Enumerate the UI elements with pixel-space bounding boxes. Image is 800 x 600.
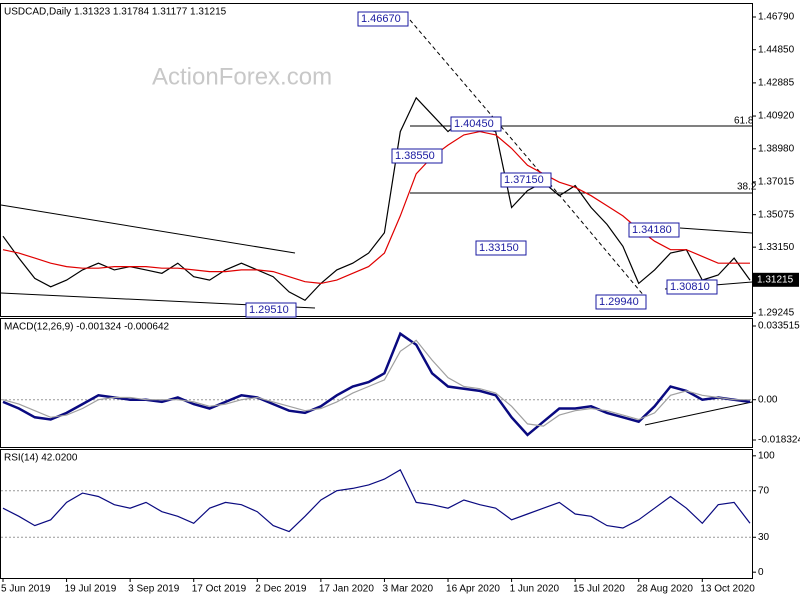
annotation-box [628, 222, 680, 238]
x-tick-label: 28 Aug 2020 [637, 584, 694, 595]
x-tick-label: 13 Oct 2020 [700, 584, 755, 595]
trendline [0, 204, 296, 254]
y-tick-label: 100 [758, 450, 775, 461]
x-tick-label: 3 Sep 2019 [128, 584, 180, 595]
panel-title: USDCAD,Daily 1.31323 1.31784 1.31177 1.3… [4, 7, 227, 18]
annotation-box [475, 240, 527, 256]
annotation: 1.34180 [632, 224, 672, 236]
rsi-panel [0, 449, 753, 579]
x-tick-label: 5 Jun 2019 [1, 584, 51, 595]
annotation-box [500, 172, 552, 188]
annotation: 61.8 [734, 116, 754, 127]
trendline [679, 227, 753, 234]
series-line [2, 468, 751, 533]
annotation: 1.30810 [670, 281, 710, 293]
annotation-box [666, 279, 718, 295]
y-tick-label: 1.46790 [758, 12, 795, 23]
annotation: 1.29510 [249, 304, 289, 316]
y-tick-label: -0.018324 [758, 435, 800, 446]
annotation: 1.46670 [361, 13, 401, 25]
trendline [544, 177, 646, 298]
panel-title: MACD(12,26,9) -0.001324 -0.000642 [4, 322, 170, 333]
annotation: 1.29940 [599, 296, 639, 308]
annotation: 1.40450 [454, 118, 494, 130]
y-tick-label: 0.033515 [758, 321, 800, 332]
x-tick-label: 16 Apr 2020 [446, 584, 500, 595]
annotation-box [595, 294, 647, 310]
price-panel [0, 3, 753, 317]
y-tick-label: 1.38980 [758, 143, 795, 154]
y-tick-label: 1.33150 [758, 242, 795, 253]
x-tick-label: 2 Dec 2019 [255, 584, 307, 595]
y-tick-label: 1.29245 [758, 308, 795, 319]
annotation-box [450, 116, 502, 132]
x-tick-label: 19 Jul 2019 [65, 584, 117, 595]
y-tick-label: 1.42885 [758, 78, 795, 89]
x-tick-label: 1 Jun 2020 [510, 584, 560, 595]
watermark: ActionForex.com [152, 63, 332, 90]
x-tick-label: 17 Oct 2019 [192, 584, 247, 595]
x-tick-label: 15 Jul 2020 [573, 584, 625, 595]
y-tick-label: 1.35075 [758, 209, 795, 220]
annotation: 1.38550 [395, 150, 435, 162]
x-tick-label: 17 Jan 2020 [319, 584, 374, 595]
series-line [2, 130, 750, 285]
y-tick-label: 1.44850 [758, 44, 795, 55]
y-tick-label: 30 [758, 532, 770, 543]
annotation-box [391, 148, 443, 164]
y-tick-label: 1.40920 [758, 111, 795, 122]
series-line [2, 331, 751, 437]
annotation-box [245, 302, 297, 318]
trendline [644, 401, 753, 426]
last-price-tag [753, 272, 799, 287]
annotation: 1.33150 [479, 242, 519, 254]
last-price-label: 1.31215 [757, 274, 794, 285]
series-line [2, 339, 750, 427]
panel-title: RSI(14) 42.0200 [4, 453, 78, 464]
x-tick-label: 3 Mar 2020 [382, 584, 433, 595]
y-tick-label: 1.37015 [758, 177, 795, 188]
annotation: 1.37150 [504, 174, 544, 186]
y-tick-label: 0.00 [758, 394, 778, 405]
annotation: 38.2 [737, 182, 757, 193]
y-tick-label: 0 [758, 567, 764, 578]
annotation-box [357, 11, 409, 27]
y-tick-label: 70 [758, 485, 770, 496]
